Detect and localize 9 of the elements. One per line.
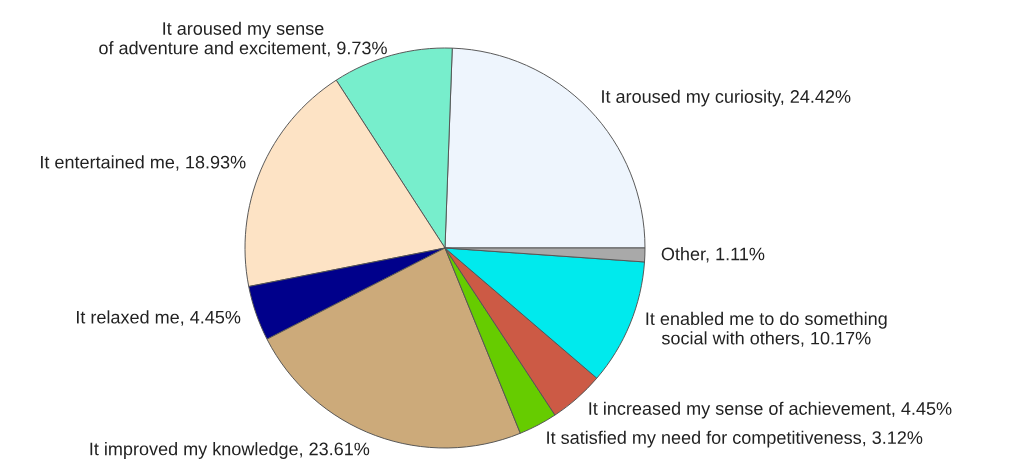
slice-label: It aroused my curiosity, 24.42% [602, 89, 851, 107]
slice-label: It aroused my sense of adventure and excitement, 9.73% [99, 21, 387, 57]
slice-label: It enabled me to do something social with others, 10.17% [646, 311, 887, 347]
slice-label: It increased my sense of achievement, 4.45% [589, 401, 952, 419]
slice-label: It improved my knowledge, 23.61% [90, 442, 370, 459]
slice-label: It entertained me, 18.93% [41, 155, 246, 171]
slice-label: It relaxed me, 4.45% [77, 310, 241, 326]
slice-label: Other, 1.11% [661, 247, 765, 263]
slice-label: It satisfied my need for competitiveness, 3.12% [547, 430, 923, 448]
